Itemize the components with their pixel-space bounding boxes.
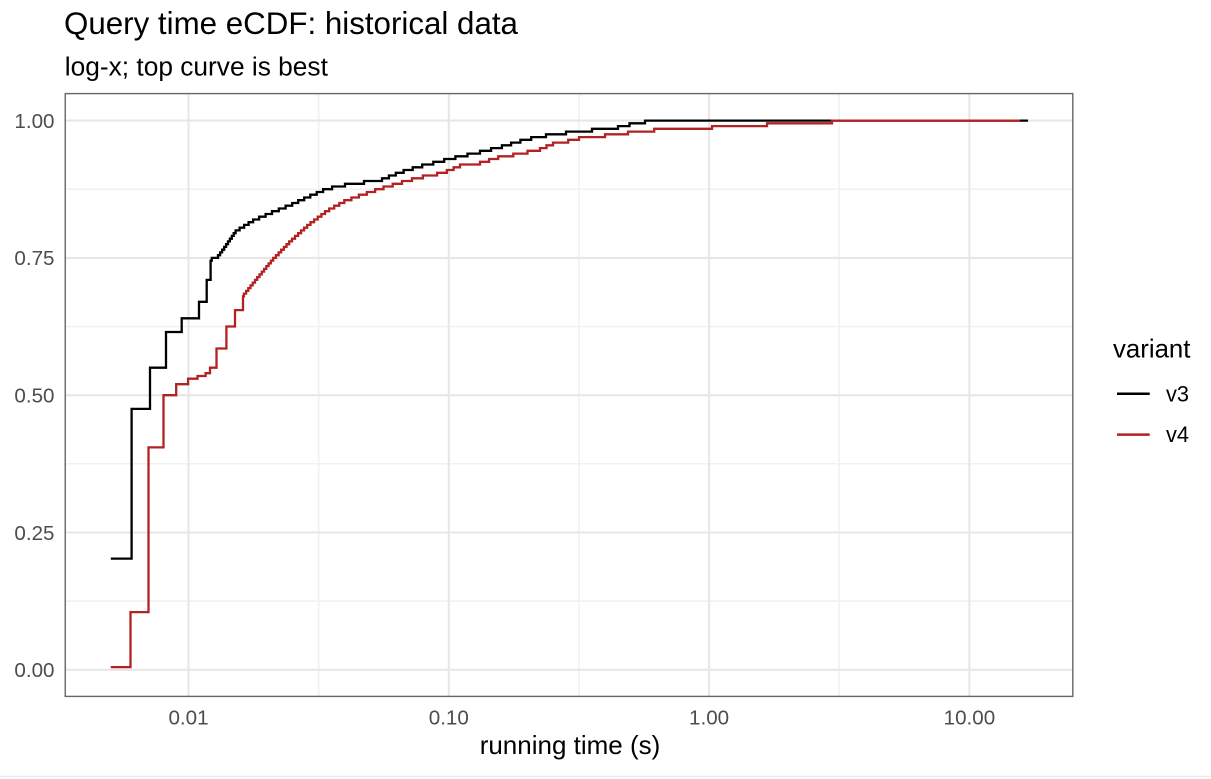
svg-text:v4: v4 bbox=[1166, 422, 1189, 447]
svg-text:0.75: 0.75 bbox=[14, 247, 54, 270]
svg-text:log-x; top curve is best: log-x; top curve is best bbox=[65, 52, 329, 82]
svg-text:v3: v3 bbox=[1166, 381, 1189, 406]
svg-text:variant: variant bbox=[1113, 336, 1190, 364]
svg-text:0.10: 0.10 bbox=[429, 707, 469, 730]
svg-text:0.01: 0.01 bbox=[168, 707, 208, 730]
svg-text:0.25: 0.25 bbox=[14, 522, 54, 545]
svg-text:1.00: 1.00 bbox=[689, 707, 729, 730]
svg-text:running time (s): running time (s) bbox=[480, 730, 661, 760]
svg-text:0.00: 0.00 bbox=[14, 659, 54, 682]
svg-text:1.00: 1.00 bbox=[14, 110, 54, 133]
svg-text:Query time eCDF: historical da: Query time eCDF: historical data bbox=[64, 6, 519, 41]
svg-text:0.50: 0.50 bbox=[14, 385, 54, 408]
svg-text:10.00: 10.00 bbox=[944, 707, 996, 730]
